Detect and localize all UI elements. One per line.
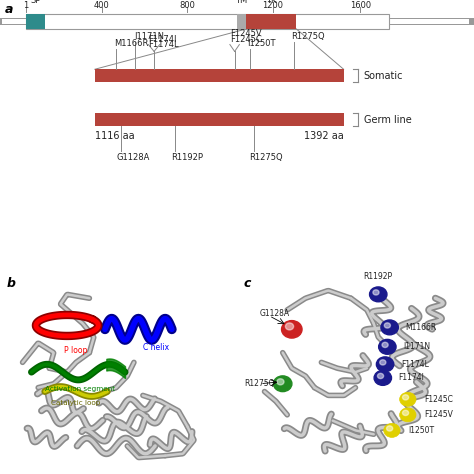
Text: P loop: P loop — [64, 346, 88, 355]
Text: Catalytic loop: Catalytic loop — [51, 400, 100, 406]
Text: 400: 400 — [94, 1, 110, 10]
Text: R1192P: R1192P — [364, 272, 393, 281]
Text: F1174L: F1174L — [401, 360, 429, 369]
Circle shape — [379, 339, 396, 354]
Text: F1245V: F1245V — [230, 28, 262, 37]
Bar — [26, 14, 389, 29]
Text: I1250T: I1250T — [408, 426, 434, 435]
Circle shape — [400, 392, 416, 406]
Circle shape — [384, 323, 391, 328]
Text: TM: TM — [235, 0, 247, 6]
Text: Activation segment: Activation segment — [46, 386, 116, 392]
Bar — [95, 69, 344, 82]
Circle shape — [377, 374, 383, 379]
Circle shape — [381, 320, 398, 335]
Text: 1: 1 — [23, 1, 29, 10]
Bar — [95, 113, 344, 127]
Text: Germ line: Germ line — [364, 115, 411, 125]
Circle shape — [380, 360, 386, 365]
Text: F1174I: F1174I — [399, 374, 425, 383]
Text: G1128A: G1128A — [260, 310, 290, 318]
Text: F1245V: F1245V — [424, 410, 453, 419]
Circle shape — [400, 408, 416, 422]
Text: c: c — [244, 277, 251, 290]
Circle shape — [277, 379, 284, 385]
Text: 1600: 1600 — [350, 1, 371, 10]
Text: R1275Q: R1275Q — [292, 32, 325, 41]
Text: M1166R: M1166R — [114, 39, 148, 48]
Circle shape — [373, 290, 379, 295]
Circle shape — [376, 357, 394, 372]
Text: F1174I: F1174I — [148, 35, 177, 44]
Bar — [246, 14, 296, 29]
Circle shape — [273, 376, 292, 392]
Text: G1128A: G1128A — [116, 153, 149, 162]
Circle shape — [387, 426, 392, 431]
Text: C helix: C helix — [143, 343, 169, 352]
Text: F1174L: F1174L — [148, 40, 179, 49]
Circle shape — [374, 371, 392, 385]
Text: Somatic: Somatic — [364, 71, 403, 81]
Text: 1200: 1200 — [262, 1, 283, 10]
Circle shape — [370, 287, 387, 302]
Bar — [237, 14, 246, 29]
Text: I1171N: I1171N — [134, 32, 164, 41]
Text: M1166R: M1166R — [406, 323, 437, 332]
Circle shape — [382, 342, 388, 347]
Text: 1116 aa: 1116 aa — [95, 131, 135, 141]
Text: 800: 800 — [179, 1, 195, 10]
Circle shape — [282, 320, 302, 338]
Text: F1245C: F1245C — [230, 35, 262, 44]
Circle shape — [402, 395, 409, 400]
Text: I1171N: I1171N — [403, 342, 430, 351]
Text: b: b — [7, 277, 16, 290]
Circle shape — [285, 323, 293, 330]
Text: I1250T: I1250T — [247, 39, 276, 48]
Text: a: a — [5, 3, 13, 16]
Text: R1275Q: R1275Q — [244, 379, 274, 388]
Text: TK: TK — [266, 0, 277, 6]
Circle shape — [384, 423, 400, 438]
Text: F1245C: F1245C — [424, 395, 453, 404]
Bar — [26, 14, 45, 29]
Circle shape — [402, 410, 409, 416]
Text: SP: SP — [30, 0, 41, 6]
Text: 1392 aa: 1392 aa — [304, 131, 344, 141]
Text: R1192P: R1192P — [171, 153, 203, 162]
Text: R1275Q: R1275Q — [249, 153, 283, 162]
